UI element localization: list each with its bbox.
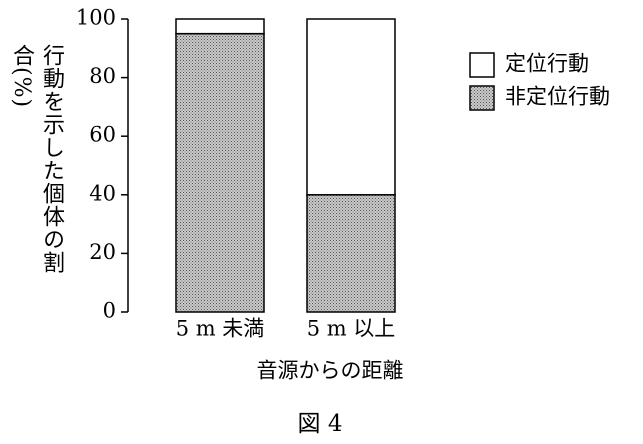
x-axis-label: 音源からの距離 <box>257 359 404 383</box>
bar-segment <box>175 18 265 35</box>
bar-segment <box>306 18 396 196</box>
y-tick-label: 60 <box>89 123 116 147</box>
x-tick-label: 5 m 以上 <box>307 317 396 341</box>
legend-swatch <box>469 85 495 111</box>
bar-segment <box>306 194 396 313</box>
y-axis-label: 行動を示した個体の割合(%) <box>9 44 64 274</box>
y-tick-label: 40 <box>89 181 116 205</box>
legend-label: 非定位行動 <box>505 85 610 109</box>
y-tick-label: 0 <box>103 299 116 323</box>
y-tick-label: 80 <box>89 64 116 88</box>
legend-label: 定位行動 <box>505 52 589 76</box>
figure-caption: 図 4 <box>298 411 343 437</box>
legend-swatch <box>469 52 495 78</box>
y-tick-label: 20 <box>89 240 116 264</box>
bar-segment <box>175 32 265 313</box>
x-tick-label: 5 m 未満 <box>176 317 265 341</box>
y-tick-label: 100 <box>76 6 116 30</box>
